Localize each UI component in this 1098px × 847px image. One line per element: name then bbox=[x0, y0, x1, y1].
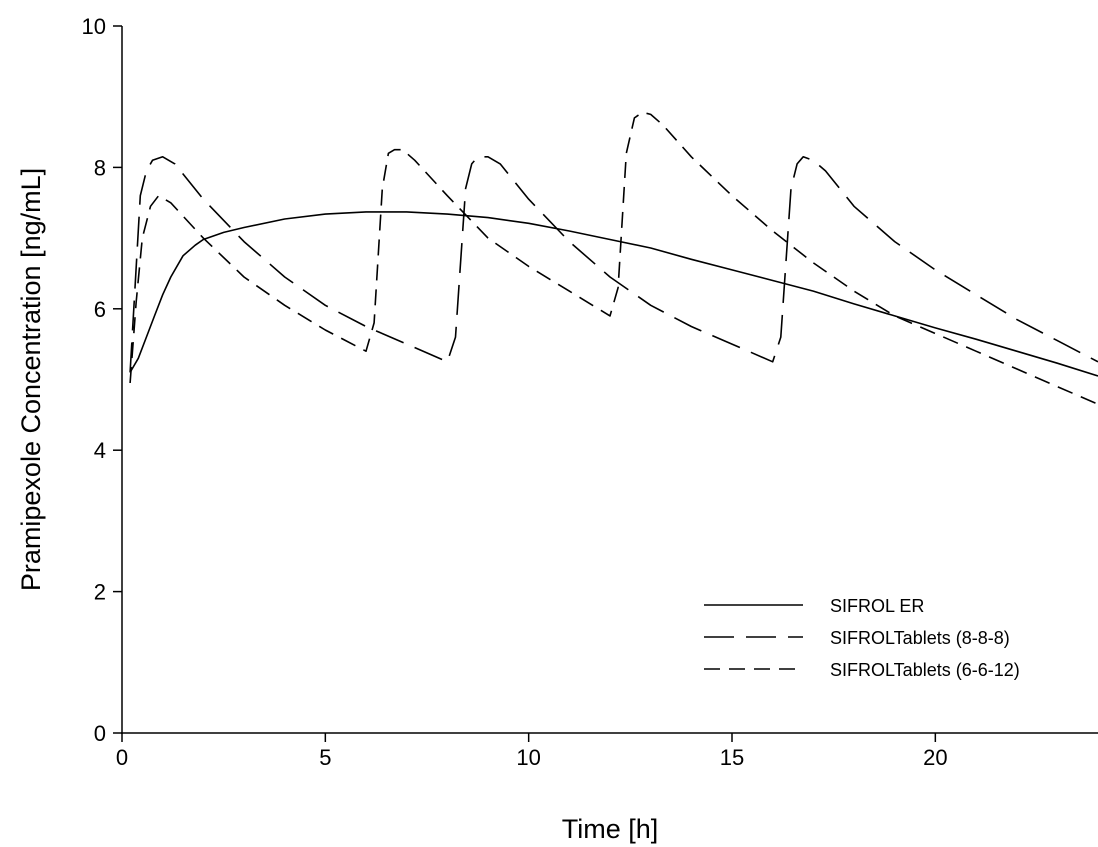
series-line-2 bbox=[129, 111, 1098, 405]
y-tick-label: 0 bbox=[94, 721, 106, 746]
x-tick-label: 20 bbox=[923, 745, 947, 770]
legend: SIFROL ER SIFROLTablets (8-8-8) SIFROLTa… bbox=[704, 596, 1020, 680]
legend-label-sifrol-er: SIFROL ER bbox=[830, 596, 924, 616]
y-axis-title: Pramipexole Concentration [ng/mL] bbox=[16, 168, 46, 591]
x-tick-label: 5 bbox=[319, 745, 331, 770]
series-layer bbox=[129, 111, 1098, 405]
y-tick-label: 8 bbox=[94, 155, 106, 180]
x-tick-label: 0 bbox=[116, 745, 128, 770]
y-tick-label: 4 bbox=[94, 438, 106, 463]
y-tick-label: 2 bbox=[94, 580, 106, 605]
series-line-0 bbox=[129, 211, 1098, 377]
y-axis-ticks: 0 2 4 6 8 10 bbox=[82, 14, 122, 746]
legend-label-sifrol-tablets-6-6-12: SIFROLTablets (6-6-12) bbox=[830, 660, 1020, 680]
x-tick-label: 15 bbox=[720, 745, 744, 770]
legend-label-sifrol-tablets-8-8-8: SIFROLTablets (8-8-8) bbox=[830, 628, 1010, 648]
x-axis-ticks: 0 5 10 15 20 bbox=[116, 733, 948, 770]
x-tick-label: 10 bbox=[516, 745, 540, 770]
y-tick-label: 10 bbox=[82, 14, 106, 39]
x-axis-title: Time [h] bbox=[562, 814, 659, 844]
series-line-1 bbox=[129, 156, 1098, 373]
y-tick-label: 6 bbox=[94, 297, 106, 322]
